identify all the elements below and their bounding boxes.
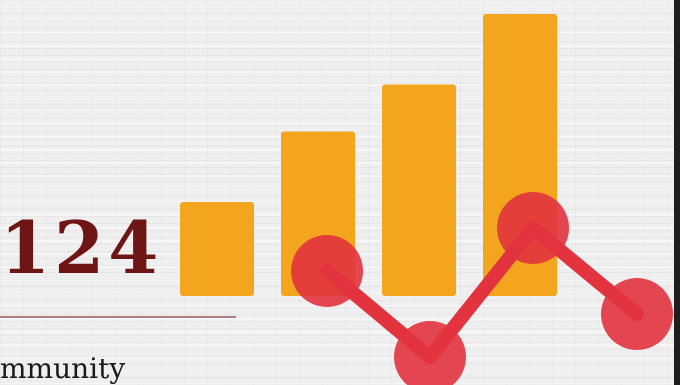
trend-node-3 [497,192,569,264]
trend-node-4 [601,278,673,350]
right-border [674,0,680,385]
trend-node-1 [291,235,363,307]
logo-tagline: mmunity [0,352,126,385]
divider-line [0,316,236,318]
trend-node-2 [394,321,466,385]
chart-bars [180,14,557,296]
trend-line [291,192,673,385]
bar-3 [382,84,456,296]
logo-number: 124 [0,205,163,290]
bar-1 [180,202,254,296]
